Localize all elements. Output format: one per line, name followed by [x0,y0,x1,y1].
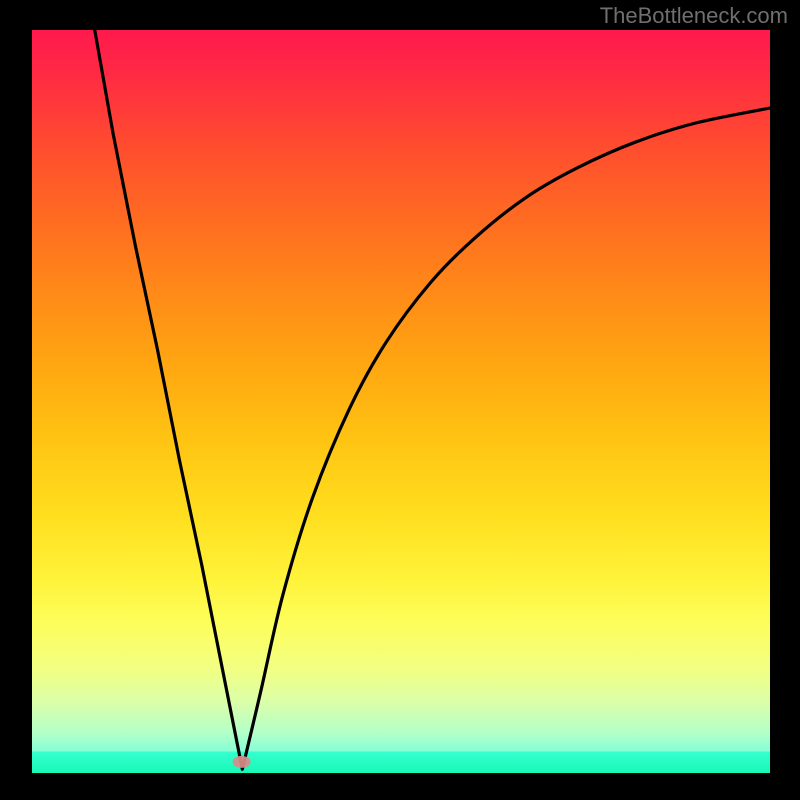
heat-gradient-background [32,30,770,773]
plot-area [32,30,770,773]
bottleneck-chart [32,30,770,773]
optimal-point-marker [233,756,251,768]
optimal-zone-band [32,751,770,773]
watermark-text: TheBottleneck.com [600,3,788,29]
chart-container: TheBottleneck.com [0,0,800,800]
